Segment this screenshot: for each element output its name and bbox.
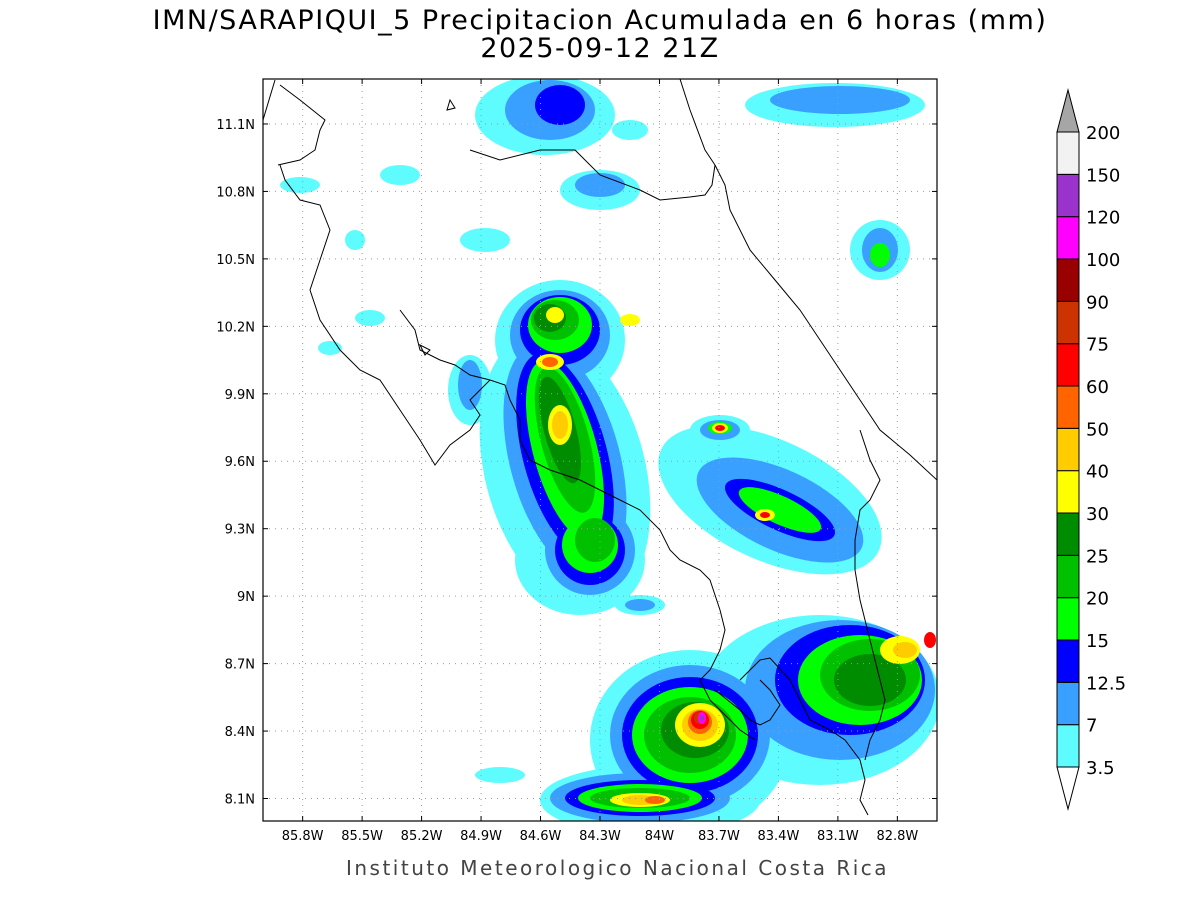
lon-tick-label: 85.5W	[341, 829, 383, 844]
axis-ticks	[263, 79, 937, 821]
coastlines	[263, 79, 937, 816]
precip-120mm-areas	[700, 715, 704, 721]
colorbar-box	[1056, 512, 1080, 556]
colorbar: 3.5 7 12.5 15 20 25 30 40 50 60 75 90 100 120 150 200	[1056, 88, 1126, 811]
colorbar-label: 12.5	[1086, 673, 1126, 694]
lat-tick-label: 8.7N	[225, 658, 255, 673]
colorbar-under-triangle	[1056, 766, 1080, 811]
lat-tick-label: 9.6N	[225, 455, 255, 470]
lat-tick-label: 10.5N	[216, 253, 255, 268]
colorbar-label: 60	[1086, 377, 1109, 398]
colorbar-label: 15	[1086, 631, 1109, 652]
chart-title-line1: IMN/SARAPIQUI_5 Precipitacion Acumulada …	[152, 5, 1048, 36]
colorbar-box	[1056, 470, 1080, 514]
lat-tick-label: 10.2N	[216, 320, 255, 335]
colorbar-box	[1056, 343, 1080, 387]
colorbar-label: 20	[1086, 589, 1109, 610]
colorbar-label: 75	[1086, 335, 1109, 356]
colorbar-box	[1056, 258, 1080, 302]
colorbar-label: 120	[1086, 208, 1120, 229]
lat-tick-label: 9.9N	[225, 388, 255, 403]
chart-title-line2: 2025-09-12 21Z	[480, 33, 720, 64]
longitude-labels: 85.8W 85.5W 85.2W 84.9W 84.6W 84.3W 84W 83.7W 83…	[282, 829, 919, 844]
map-grid	[263, 79, 937, 821]
colorbar-label: 200	[1086, 123, 1120, 144]
colorbar-box	[1056, 724, 1080, 768]
colorbar-box	[1056, 216, 1080, 260]
colorbar-box	[1056, 385, 1080, 429]
lon-tick-label: 84.3W	[579, 829, 621, 844]
colorbar-label: 30	[1086, 504, 1109, 525]
colorbar-box	[1056, 300, 1080, 345]
lon-tick-label: 83.4W	[758, 829, 800, 844]
lon-tick-label: 84.6W	[520, 829, 562, 844]
colorbar-box	[1056, 639, 1080, 683]
lon-tick-label: 85.2W	[401, 829, 443, 844]
colorbar-label: 100	[1086, 250, 1120, 271]
colorbar-box	[1056, 427, 1080, 472]
colorbar-over-triangle	[1056, 88, 1080, 133]
lon-tick-label: 83.7W	[698, 829, 740, 844]
lat-tick-label: 8.1N	[225, 793, 255, 808]
lon-tick-label: 85.8W	[282, 829, 324, 844]
lat-tick-label: 10.8N	[216, 185, 255, 200]
lat-tick-label: 9N	[237, 590, 255, 605]
colorbar-label: 50	[1086, 419, 1109, 440]
colorbar-label: 90	[1086, 292, 1109, 313]
colorbar-box	[1056, 173, 1080, 218]
lon-tick-label: 82.8W	[876, 829, 918, 844]
colorbar-label: 25	[1086, 546, 1109, 567]
colorbar-label: 40	[1086, 462, 1109, 483]
colorbar-box	[1056, 131, 1080, 175]
colorbar-box	[1056, 681, 1080, 726]
colorbar-label: 150	[1086, 165, 1120, 186]
lon-tick-label: 83.1W	[817, 829, 859, 844]
lat-tick-label: 11.1N	[216, 118, 255, 133]
colorbar-label: 7	[1086, 716, 1097, 737]
lon-tick-label: 84.9W	[460, 829, 502, 844]
colorbar-box	[1056, 554, 1080, 599]
colorbar-box	[1056, 597, 1080, 641]
latitude-labels: 11.1N 10.8N 10.5N 10.2N 9.9N 9.6N 9.3N 9N 8.7N 8.…	[216, 118, 255, 808]
lon-tick-label: 84W	[645, 829, 675, 844]
footer-credit: Instituto Meteorologico Nacional Costa R…	[345, 856, 890, 880]
lat-tick-label: 8.4N	[225, 725, 255, 740]
precip-field	[280, 79, 937, 821]
lat-tick-label: 9.3N	[225, 523, 255, 538]
colorbar-label: 3.5	[1086, 758, 1115, 779]
